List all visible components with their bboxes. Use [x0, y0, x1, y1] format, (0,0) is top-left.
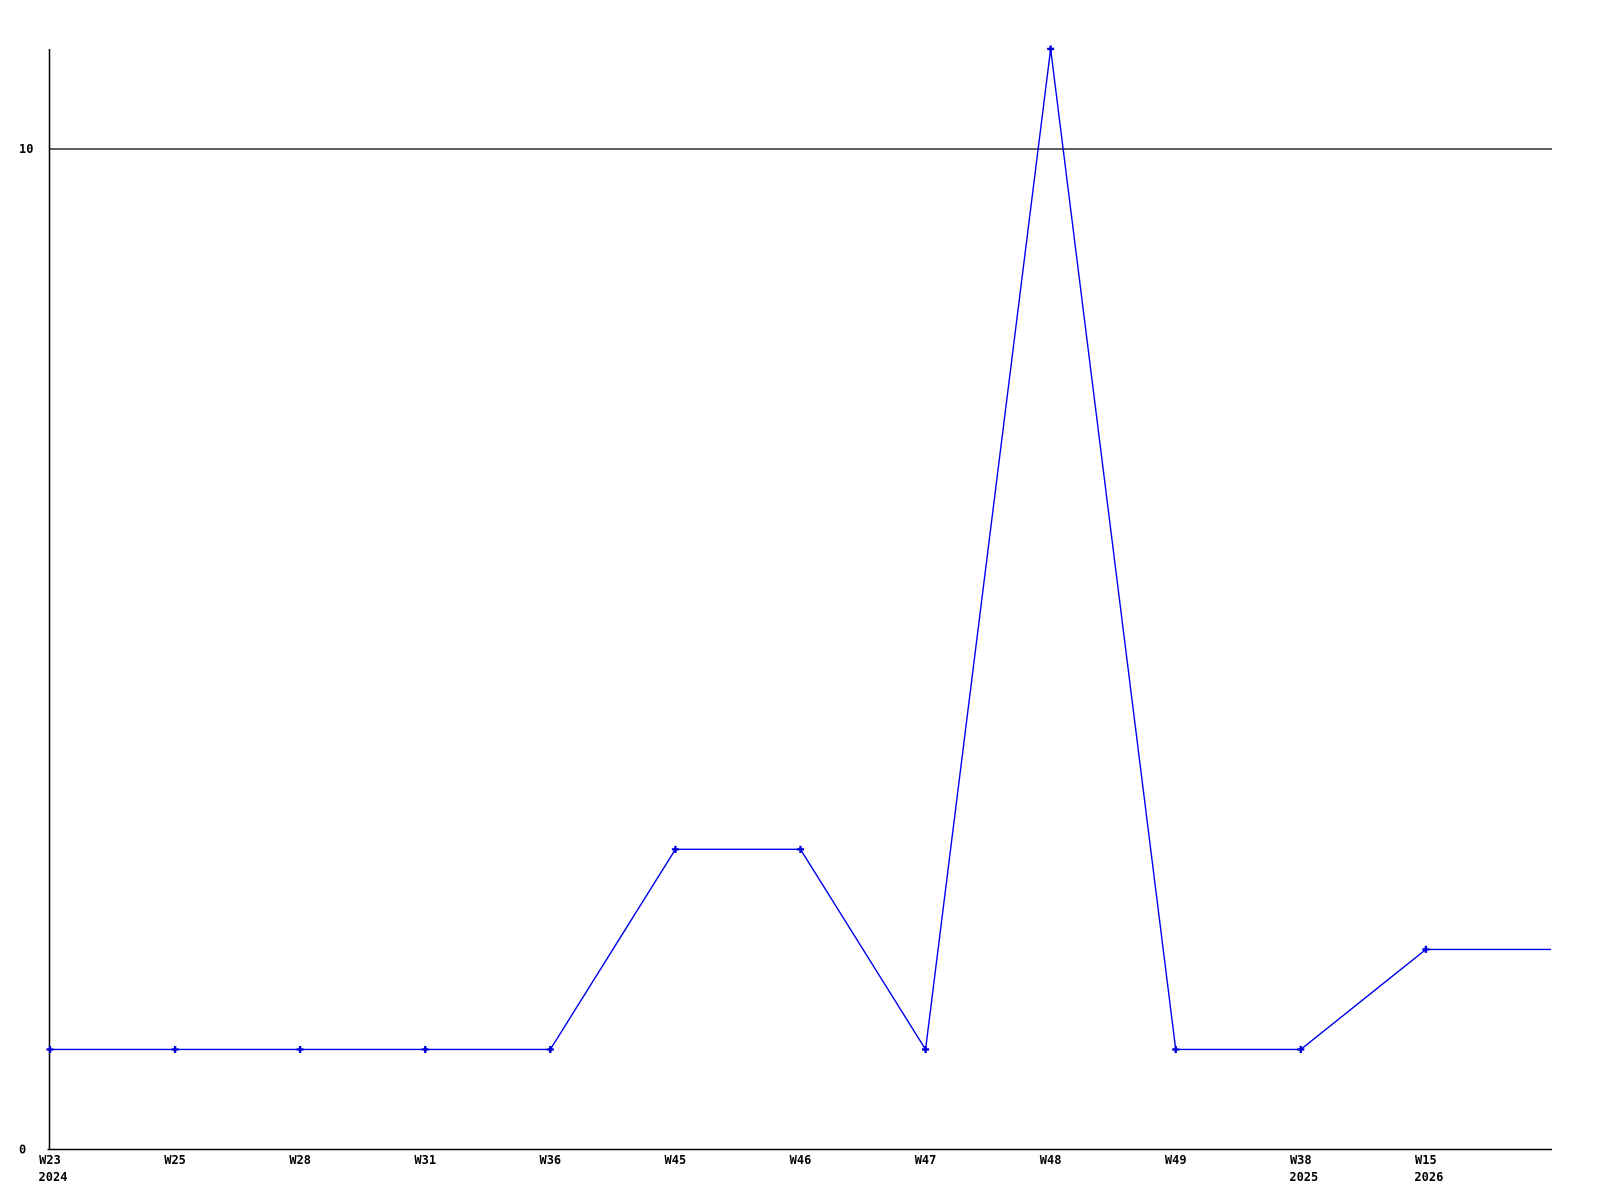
data-point-marker	[671, 845, 679, 853]
data-point-marker	[1047, 45, 1055, 53]
data-point-marker	[796, 845, 804, 853]
x-tick-year-label: 2025	[1289, 1170, 1318, 1184]
x-tick-label: W49	[1165, 1153, 1187, 1167]
x-tick-label: W38	[1290, 1153, 1312, 1167]
x-tick-label: W23	[39, 1153, 61, 1167]
data-point-marker	[296, 1045, 304, 1053]
data-point-marker	[421, 1045, 429, 1053]
data-point-marker	[1297, 1045, 1305, 1053]
x-tick-label: W15	[1415, 1153, 1437, 1167]
data-point-marker	[922, 1045, 930, 1053]
y-tick-label: 0	[19, 1143, 26, 1157]
x-tick-year-label: 2026	[1414, 1170, 1443, 1184]
x-tick-label: W47	[915, 1153, 937, 1167]
y-tick-label: 10	[19, 142, 33, 156]
x-tick-label: W36	[539, 1153, 561, 1167]
x-tick-label: W45	[665, 1153, 687, 1167]
x-tick-label: W28	[289, 1153, 311, 1167]
data-point-marker	[1172, 1045, 1180, 1053]
x-tick-label: W31	[414, 1153, 436, 1167]
data-point-marker	[546, 1045, 554, 1053]
x-tick-label: W46	[790, 1153, 812, 1167]
data-line	[50, 48, 1551, 1052]
data-point-marker	[1422, 945, 1430, 953]
x-tick-label: W48	[1040, 1153, 1062, 1167]
x-tick-label: W25	[164, 1153, 186, 1167]
x-tick-year-label: 2024	[39, 1170, 68, 1184]
data-point-marker	[171, 1045, 179, 1053]
data-point-marker	[46, 1045, 54, 1053]
